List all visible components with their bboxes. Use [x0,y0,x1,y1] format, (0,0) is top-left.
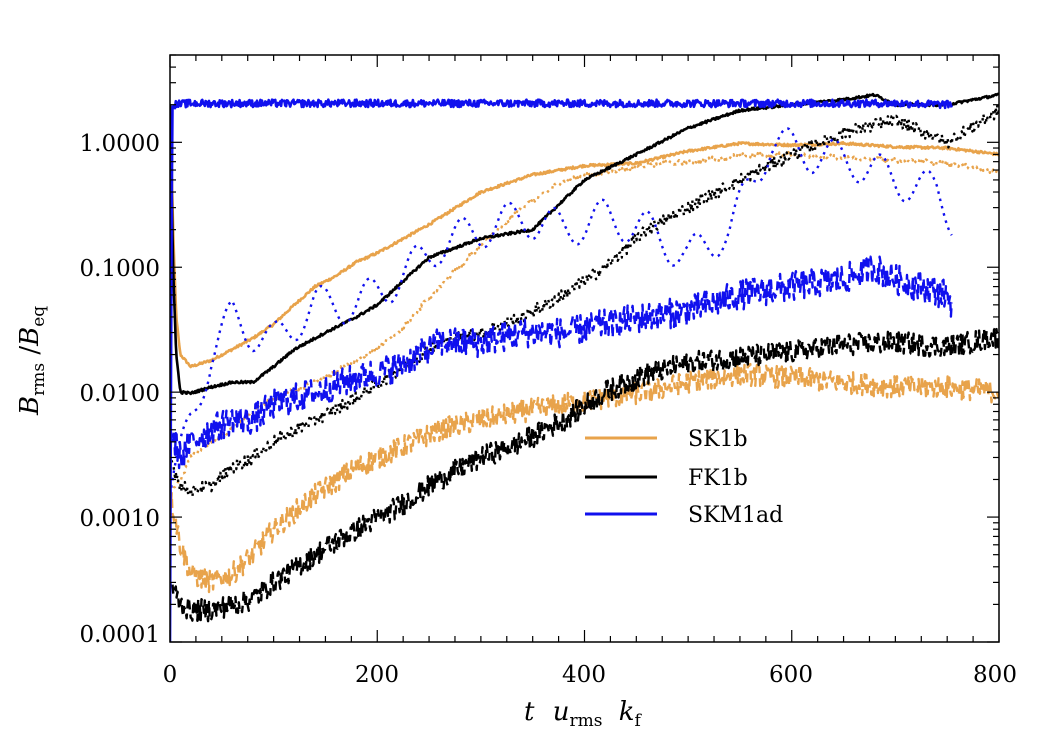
series-line-fk1b-dotted [170,104,999,499]
ticks-layer [169,54,1000,643]
y-tick-label: 1.0000 [80,131,160,157]
series-line-sk1b-dotted [170,150,999,495]
series-line-sk1b-solid [170,104,999,369]
y-tick-label: 0.1000 [80,256,160,282]
legend: SK1b FK1b SKM1ad [585,427,783,528]
y-tick-label: 0.0001 [80,622,160,648]
series-line-skm1ad-dashed [170,255,953,470]
x-tick-label: 800 [973,662,1017,688]
series-line-fk1b-solid [170,92,999,396]
x-tick-label: 400 [562,662,606,688]
series-line-sk1b-dashed [170,362,999,594]
y-tick-label: 0.0100 [80,381,160,407]
legend-label-fk1b: FK1b [688,466,748,491]
x-tick-labels: 0 200 400 600 800 [163,662,1017,688]
x-axis-label: t urms kf [524,697,642,733]
series-line-skm1ad-dotted [170,127,953,496]
x-tick-label: 0 [163,662,178,688]
series-line-fk1b-dashed [170,327,999,623]
series-line-skm1ad-solid [170,98,953,642]
y-axis-label: Brms /Beq [15,306,51,416]
legend-label-sk1b: SK1b [688,427,748,452]
legend-label-skm1ad: SKM1ad [688,503,783,528]
y-tick-labels: 0.0001 0.0010 0.0100 0.1000 1.0000 [80,131,160,648]
x-tick-label: 600 [769,662,813,688]
x-tick-label: 200 [355,662,399,688]
series-layer [170,92,999,642]
y-tick-label: 0.0010 [80,506,160,532]
